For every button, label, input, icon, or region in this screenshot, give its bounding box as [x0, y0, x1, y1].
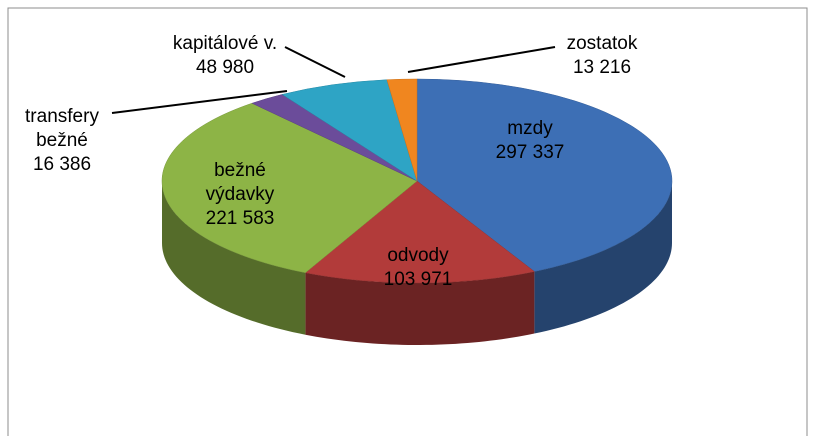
slice [386, 78, 418, 182]
category-label: mzdy [507, 118, 553, 139]
category-label: odvody [387, 245, 449, 266]
slice-label: odvody 103 971 [348, 244, 488, 292]
value-label: 103 971 [383, 269, 453, 290]
slice-label: zostatok 13 216 [547, 32, 657, 80]
slice-side [162, 181, 306, 335]
leader-line [407, 46, 556, 73]
frame [7, 7, 808, 436]
category-label: transfery bežné [25, 106, 99, 151]
slice-label: mzdy 297 337 [460, 117, 600, 165]
slice-side [305, 271, 535, 345]
slice-side [534, 181, 672, 334]
value-label: 221 583 [205, 208, 275, 229]
value-label: 13 216 [572, 57, 632, 78]
slice [416, 78, 673, 272]
slice [281, 79, 418, 182]
value-label: 297 337 [495, 142, 565, 163]
value-label: 16 386 [32, 154, 92, 175]
slice-label: bežné výdavky 221 583 [193, 159, 288, 231]
category-label: kapitálové v. [172, 33, 278, 54]
value-label: 48 980 [195, 57, 255, 78]
leader-line [284, 46, 346, 78]
slice [161, 102, 418, 273]
slice [304, 180, 535, 284]
slice-label: kapitálové v. 48 980 [145, 32, 305, 80]
leader-line [111, 90, 288, 114]
slice-label: transfery bežné 16 386 [17, 105, 107, 177]
category-label: zostatok [566, 33, 638, 54]
category-label: bežné výdavky [205, 160, 275, 205]
